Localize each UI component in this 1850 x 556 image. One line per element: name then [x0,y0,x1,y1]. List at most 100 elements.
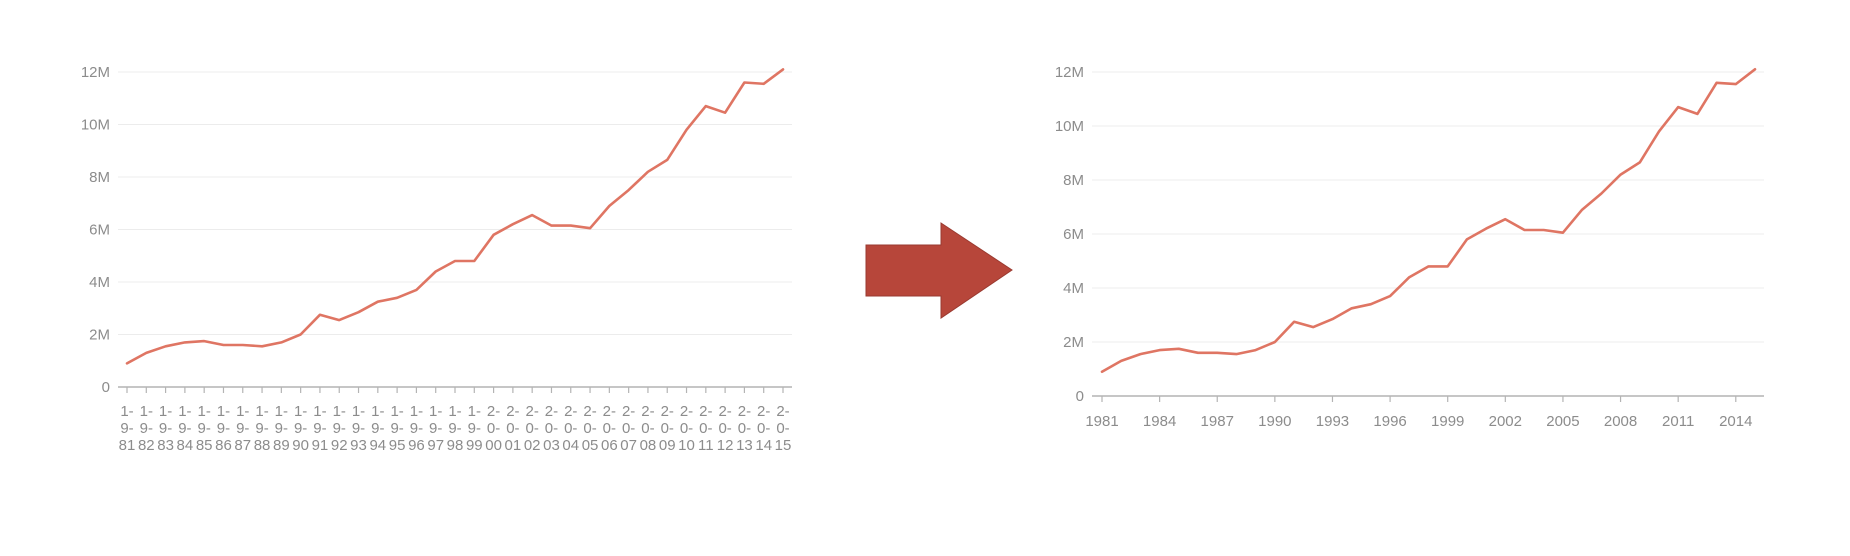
x-tick-label: 2- [776,403,789,420]
x-tick-label: 2- [583,403,596,420]
x-tick-label: 9- [275,420,288,437]
chart-before: 02M4M6M8M10M12M1-9-811-9-821-9-831-9-841… [81,64,792,454]
x-tick-label: 0- [506,420,519,437]
y-tick-label: 2M [89,327,110,344]
x-tick-label: 2008 [1604,413,1637,430]
y-tick-label: 4M [89,274,110,291]
x-tick-label: 0- [526,420,539,437]
x-tick-label: 1- [468,403,481,420]
y-tick-label: 8M [1063,172,1084,189]
x-tick-label: 9- [429,420,442,437]
x-tick-label: 1- [448,403,461,420]
x-tick-label: 93 [350,437,367,454]
x-tick-label: 0- [583,420,596,437]
x-tick-label: 15 [775,437,792,454]
x-tick-label: 1- [313,403,326,420]
x-tick-label: 0- [545,420,558,437]
x-tick-label: 9- [371,420,384,437]
x-tick-label: 9- [333,420,346,437]
x-tick-label: 2- [680,403,693,420]
transition-arrow [865,222,1013,319]
x-tick-label: 0- [622,420,635,437]
x-tick-label: 2- [757,403,770,420]
right-arrow-icon [865,222,1013,319]
x-tick-label: 0- [641,420,654,437]
y-tick-label: 12M [1055,64,1084,81]
x-tick-label: 2- [661,403,674,420]
x-tick-label: 0- [738,420,751,437]
x-tick-label: 2- [603,403,616,420]
x-tick-label: 1- [371,403,384,420]
x-tick-label: 1- [333,403,346,420]
y-tick-label: 6M [89,222,110,239]
x-tick-label: 13 [736,437,753,454]
x-tick-label: 1- [410,403,423,420]
x-tick-label: 0- [661,420,674,437]
chart-after: 0 2M 4M 6M 8M 10M 12M 1981 1984 1987 1990 1993 1996 1… [1055,64,1764,430]
x-tick-label: 1990 [1258,413,1291,430]
y-tick-label: 10M [1055,118,1084,135]
x-tick-label: 1993 [1316,413,1349,430]
x-tick-label: 02 [524,437,541,454]
x-tick-label: 1- [275,403,288,420]
x-tick-label: 85 [196,437,213,454]
x-tick-label: 04 [562,437,579,454]
x-tick-label: 9- [468,420,481,437]
x-tick-label: 2- [718,403,731,420]
x-tick-label: 83 [157,437,174,454]
x-tick-label: 01 [505,437,522,454]
x-tick-label: 0- [487,420,500,437]
x-tick-label: 9- [120,420,133,437]
x-tick-label: 9- [294,420,307,437]
x-tick-label: 99 [466,437,483,454]
x-tick-label: 84 [177,437,194,454]
x-tick-label: 2- [699,403,712,420]
x-tick-label: 07 [620,437,637,454]
x-tick-label: 10 [678,437,695,454]
x-tick-label: 9- [236,420,249,437]
x-tick-label: 9- [178,420,191,437]
x-tick-label: 87 [234,437,251,454]
x-tick-label: 09 [659,437,676,454]
x-tick-label: 2- [487,403,500,420]
x-tick-label: 1996 [1373,413,1406,430]
x-tick-label: 1- [120,403,133,420]
x-tick-label: 86 [215,437,232,454]
x-tick-label: 91 [312,437,329,454]
x-tick-label: 0- [699,420,712,437]
y-tick-label: 0 [102,379,110,396]
x-tick-label: 94 [369,437,386,454]
x-tick-label: 1- [352,403,365,420]
y-tick-label: 12M [81,64,110,81]
x-tick-label: 9- [255,420,268,437]
x-tick-label: 88 [254,437,271,454]
x-tick-label: 97 [427,437,444,454]
x-tick-label: 1- [255,403,268,420]
x-tick-label: 2002 [1489,413,1522,430]
x-tick-label: 0- [564,420,577,437]
x-tick-label: 9- [313,420,326,437]
x-tick-label: 1- [390,403,403,420]
x-tick-label: 2- [506,403,519,420]
x-tick-label: 1- [217,403,230,420]
y-tick-label: 2M [1063,334,1084,351]
x-tick-label: 1- [178,403,191,420]
x-tick-label: 1987 [1201,413,1234,430]
x-tick-label: 03 [543,437,560,454]
x-tick-label: 98 [447,437,464,454]
x-tick-label: 9- [140,420,153,437]
x-tick-label: 2- [526,403,539,420]
x-tick-label: 0- [776,420,789,437]
x-tick-label: 05 [582,437,599,454]
x-tick-label: 82 [138,437,155,454]
series-line [125,68,785,365]
y-tick-label: 6M [1063,226,1084,243]
x-tick-label: 9- [198,420,211,437]
x-tick-label: 9- [352,420,365,437]
x-tick-label: 92 [331,437,348,454]
x-tick-label: 2011 [1662,413,1694,430]
series-line [1100,68,1757,374]
x-tick-label: 2005 [1546,413,1579,430]
x-tick-label: 9- [448,420,461,437]
x-tick-label: 2- [641,403,654,420]
